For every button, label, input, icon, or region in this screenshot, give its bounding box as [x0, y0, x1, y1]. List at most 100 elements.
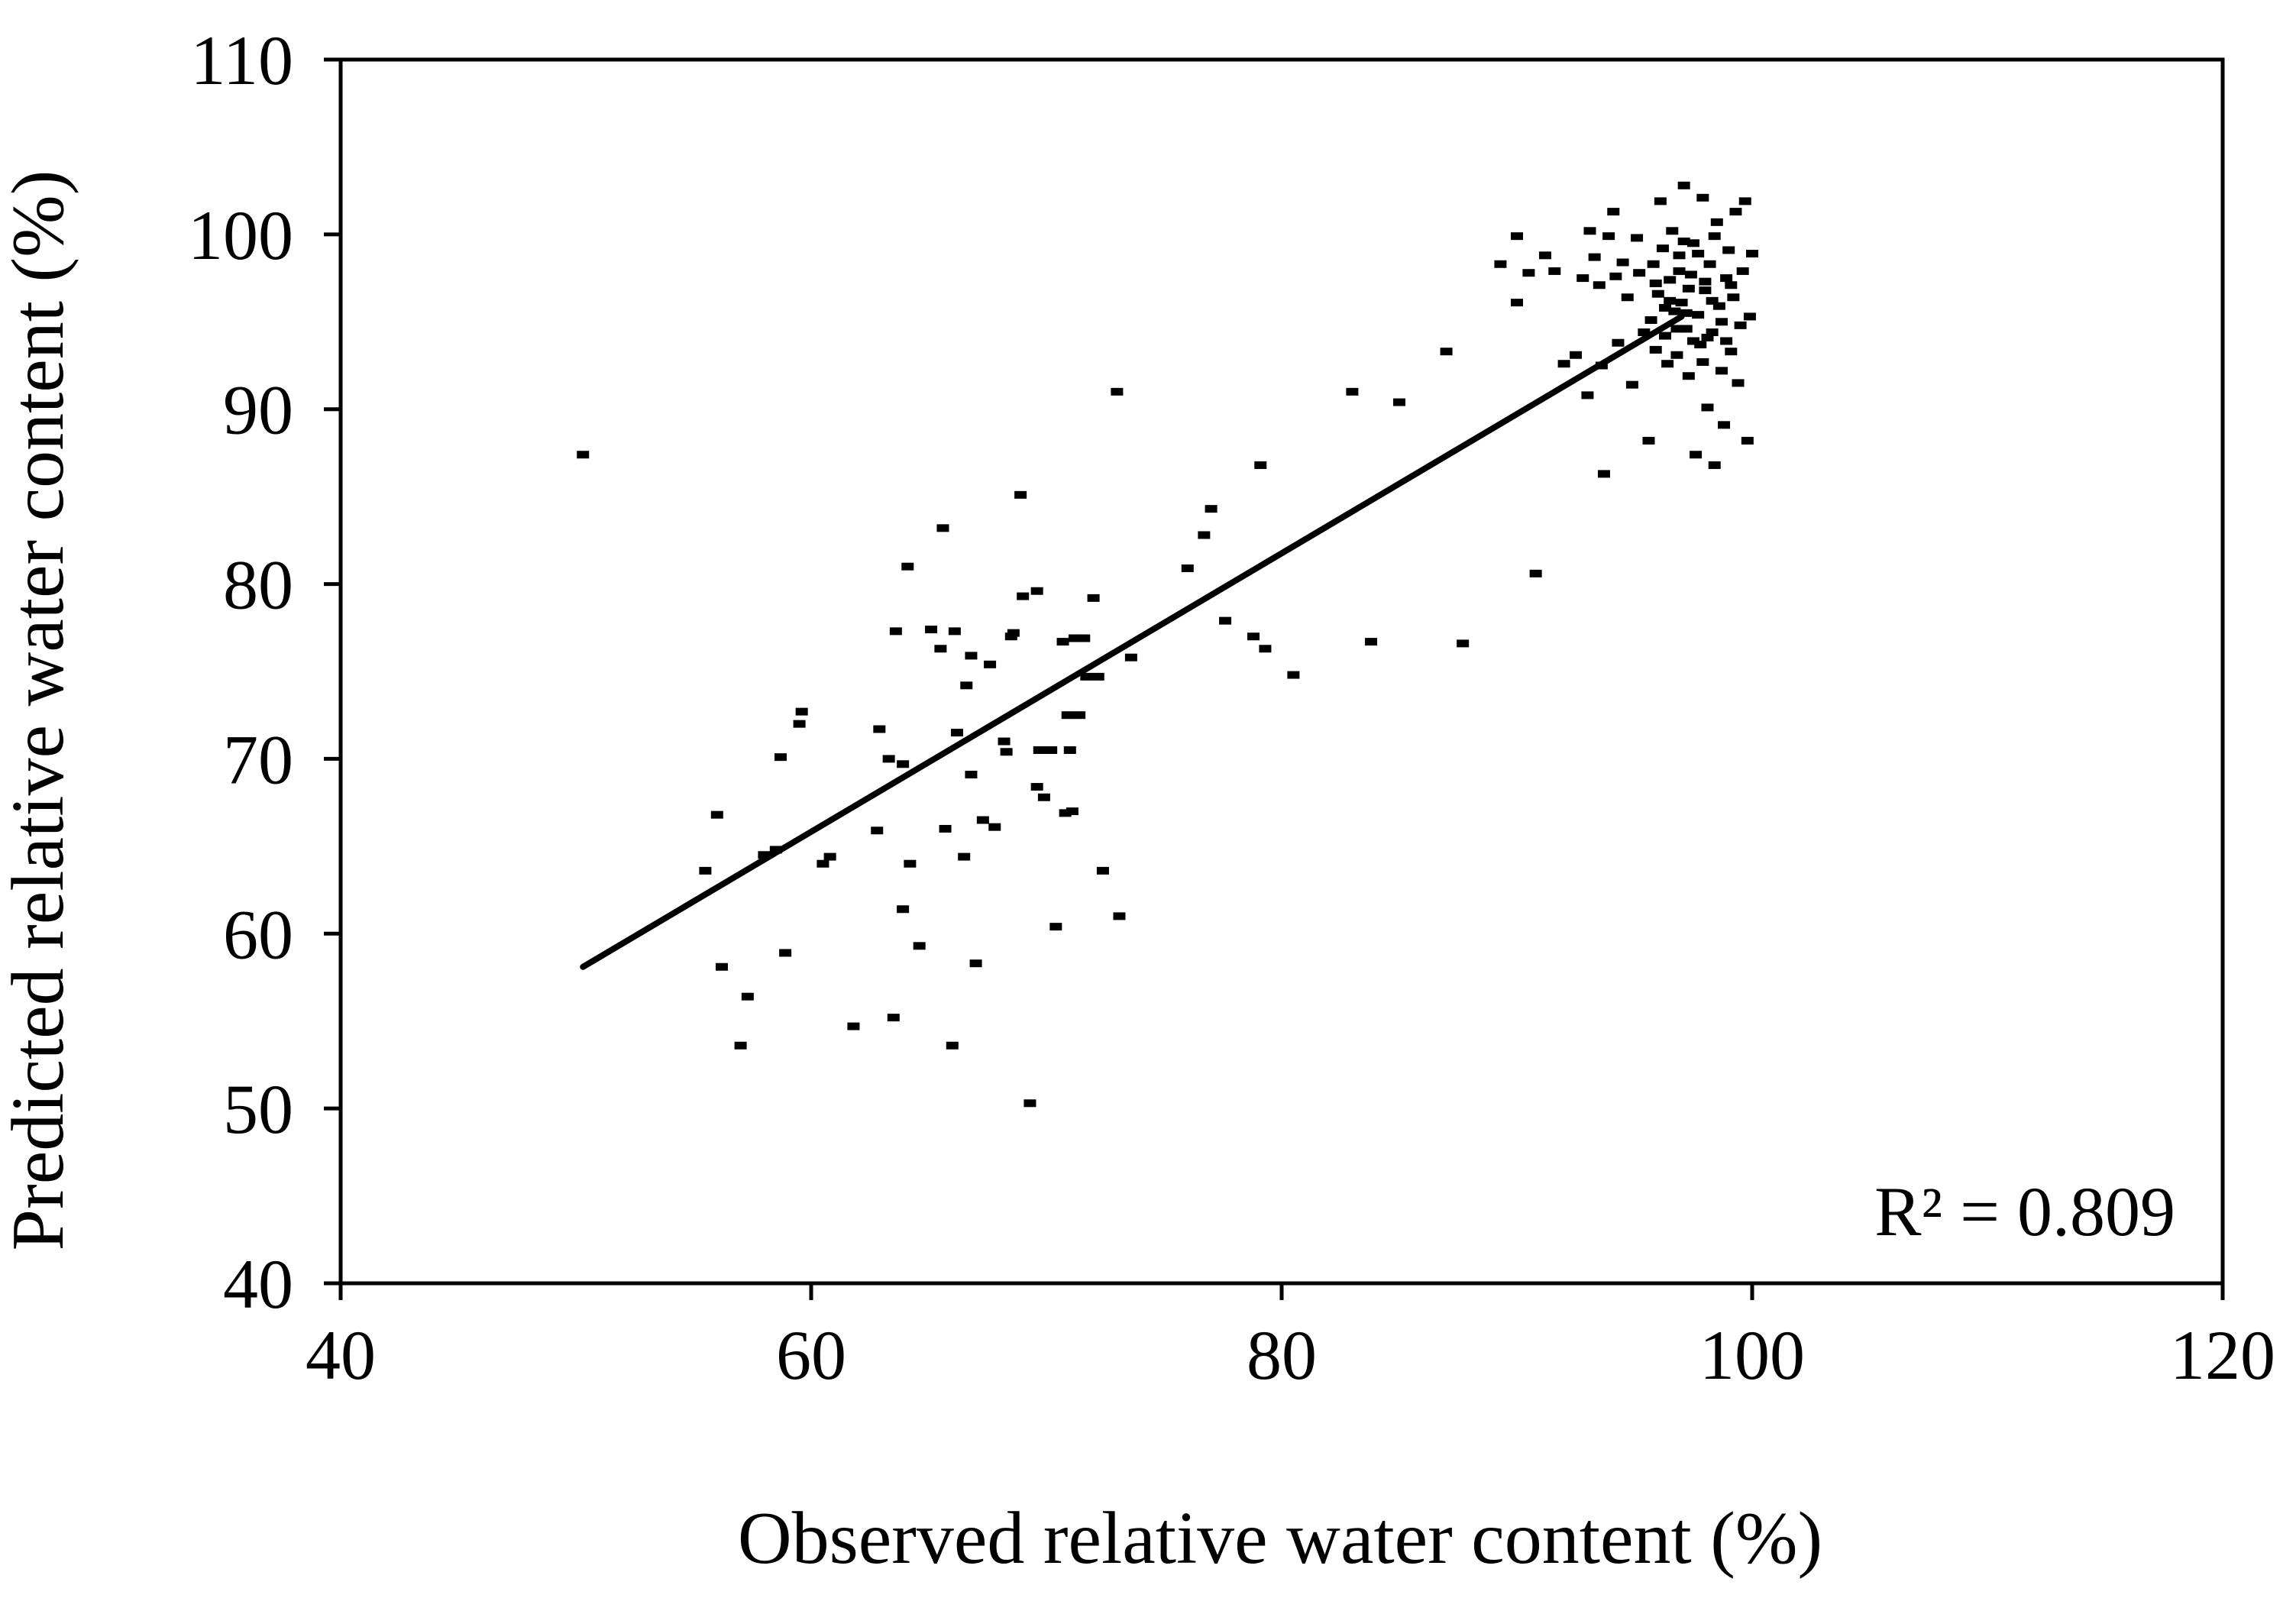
data-point [577, 451, 590, 459]
data-point [913, 942, 926, 950]
data-point [1654, 197, 1667, 205]
data-point [1651, 290, 1664, 298]
data-points [577, 181, 1758, 1108]
data-point [1061, 711, 1074, 720]
data-point [1736, 267, 1749, 275]
data-point [1666, 227, 1679, 235]
data-point [1570, 351, 1582, 359]
data-point [741, 992, 754, 1001]
data-point [1616, 258, 1629, 267]
data-point [969, 959, 982, 968]
data-point [950, 729, 963, 737]
data-point [1621, 293, 1634, 302]
data-point [1113, 912, 1126, 920]
data-point [1219, 616, 1232, 625]
data-point [871, 826, 884, 835]
data-point [1692, 311, 1705, 319]
data-point [823, 852, 836, 861]
y-tick-label: 50 [223, 1070, 293, 1148]
data-point [1673, 251, 1686, 260]
data-point [1096, 866, 1109, 875]
data-point [1656, 244, 1669, 253]
data-point [1690, 451, 1703, 459]
data-point [699, 866, 712, 875]
data-point [1494, 260, 1507, 268]
data-point [1030, 587, 1043, 595]
x-tick-label: 120 [2170, 1316, 2275, 1394]
data-point [1457, 639, 1470, 648]
data-point [793, 720, 806, 728]
data-point [1017, 592, 1030, 600]
data-point [1670, 351, 1683, 359]
data-point [904, 859, 917, 868]
data-point [1529, 569, 1542, 577]
data-point [1609, 272, 1622, 280]
data-point [1078, 634, 1091, 642]
data-point [887, 1014, 900, 1022]
data-point [936, 524, 949, 532]
data-point [1037, 793, 1050, 801]
data-point [1073, 711, 1086, 720]
plot-area [338, 57, 2225, 1286]
data-point [1068, 634, 1081, 642]
data-point [965, 652, 978, 660]
trendline-group [580, 313, 1685, 970]
data-point [1033, 746, 1046, 754]
data-point [1205, 505, 1218, 513]
data-point [1087, 594, 1100, 602]
data-point [1715, 367, 1728, 375]
data-point [1633, 269, 1646, 277]
data-point [774, 753, 787, 762]
data-point [1247, 632, 1260, 641]
data-point [925, 626, 938, 634]
data-point [1638, 328, 1651, 337]
x-tick-label: 80 [1247, 1316, 1317, 1394]
data-point [946, 1041, 959, 1050]
data-point [1738, 197, 1751, 205]
data-point [873, 725, 886, 733]
data-point [1727, 293, 1740, 302]
data-point [1746, 250, 1758, 258]
data-point [1720, 337, 1733, 345]
data-point [779, 949, 792, 957]
data-point [1548, 267, 1561, 275]
data-point [1725, 281, 1738, 290]
data-point [847, 1022, 860, 1030]
data-point [758, 851, 771, 859]
data-point [1000, 748, 1013, 756]
data-point [734, 1041, 747, 1050]
data-point [1091, 672, 1104, 681]
data-point [1729, 208, 1742, 216]
data-point [882, 755, 895, 763]
data-point [976, 816, 989, 824]
data-point [817, 859, 829, 868]
y-tick-label: 100 [188, 196, 293, 274]
data-point [1080, 672, 1093, 681]
data-point [1732, 379, 1745, 387]
data-point [948, 627, 961, 636]
data-point [1254, 461, 1267, 469]
data-point [1393, 398, 1405, 406]
data-point [1576, 274, 1589, 283]
data-point [1124, 653, 1137, 662]
data-point [1694, 341, 1707, 349]
data-point [965, 771, 978, 779]
data-point [795, 707, 808, 716]
data-point [1677, 181, 1690, 189]
data-point [897, 905, 910, 914]
data-point [1649, 345, 1662, 354]
data-point [1692, 250, 1705, 258]
data-point [1661, 360, 1674, 368]
data-point [1680, 325, 1693, 333]
data-point [1699, 277, 1712, 286]
x-tick-label: 100 [1699, 1316, 1805, 1394]
data-point [1670, 325, 1683, 333]
data-point [1612, 338, 1625, 347]
data-point [1715, 318, 1728, 326]
data-point [1687, 337, 1699, 345]
data-point [1056, 638, 1069, 646]
data-point [1659, 332, 1672, 340]
data-point [897, 760, 910, 768]
data-point [1593, 281, 1606, 290]
